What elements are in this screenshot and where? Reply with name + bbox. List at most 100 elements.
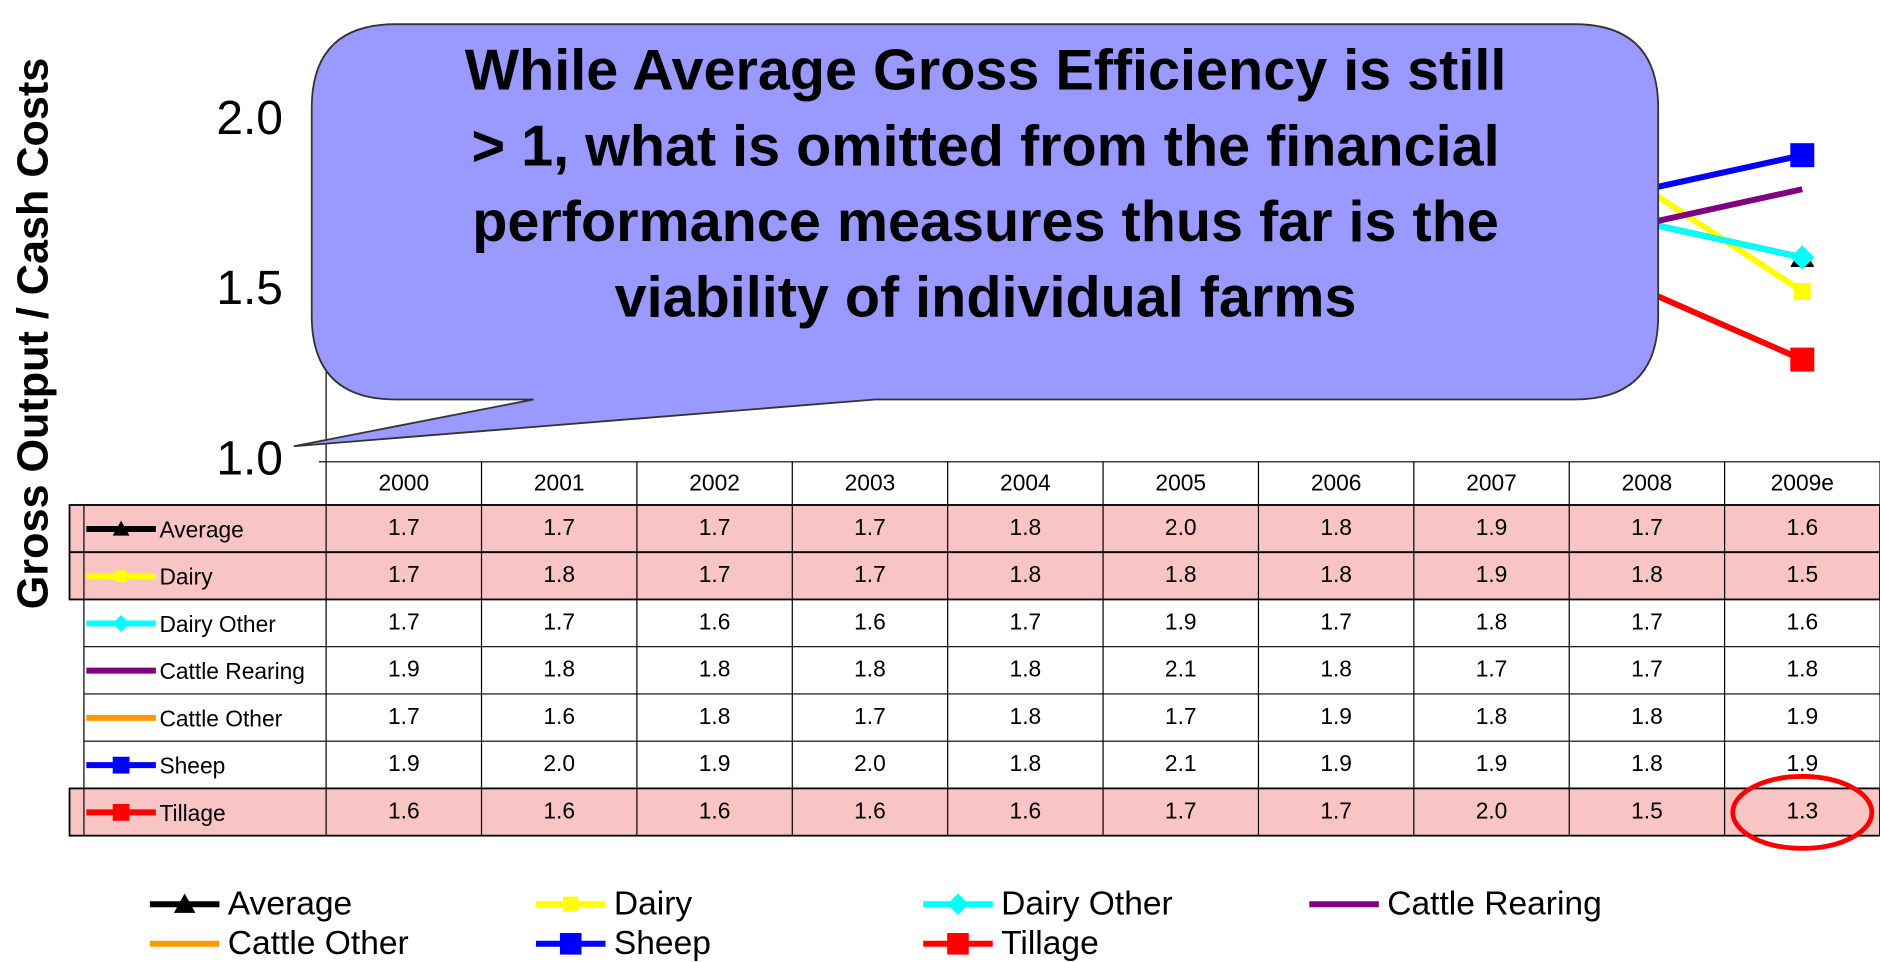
table-cell: 1.9 xyxy=(1476,514,1508,540)
table-cell: 1.8 xyxy=(854,656,886,682)
table-cell: 1.8 xyxy=(1320,656,1352,682)
table-cell: 1.7 xyxy=(1320,608,1352,634)
table-cell: 1.9 xyxy=(1476,561,1508,587)
table-cell: 2.0 xyxy=(854,750,886,776)
table-cell: 1.8 xyxy=(1786,656,1818,682)
marker xyxy=(173,893,196,913)
table-cell: 1.8 xyxy=(1631,561,1663,587)
marker xyxy=(112,804,130,821)
table-cell: 1.7 xyxy=(1476,656,1508,682)
table-cell: 1.7 xyxy=(1320,797,1352,823)
table-cell: 1.7 xyxy=(699,561,731,587)
highlight-circle xyxy=(1730,774,1875,851)
table-cell: 1.6 xyxy=(1010,797,1042,823)
table-cell: 1.9 xyxy=(1476,750,1508,776)
marker xyxy=(112,520,130,536)
table-cell: 1.6 xyxy=(699,797,731,823)
table-cell: 1.6 xyxy=(854,608,886,634)
row-label: Dairy Other xyxy=(159,611,276,637)
row-label: Dairy xyxy=(159,564,213,590)
callout-text: > 1, what is omitted from the financial xyxy=(472,114,1500,178)
marker xyxy=(1790,143,1815,168)
table-cell: 1.7 xyxy=(1631,514,1663,540)
callout-bubble xyxy=(293,23,1660,448)
table-cell: 1.7 xyxy=(854,514,886,540)
row-label: Sheep xyxy=(159,753,225,779)
x-tick-label: 2004 xyxy=(1000,470,1051,496)
row-label: Cattle Rearing xyxy=(159,658,305,684)
callout-text: While Average Gross Efficiency is still xyxy=(465,39,1507,103)
table-cell: 1.9 xyxy=(1320,750,1352,776)
marker xyxy=(559,933,582,955)
row-label: Tillage xyxy=(159,800,225,826)
legend-label: Average xyxy=(228,885,352,922)
x-tick-label: 2007 xyxy=(1466,470,1517,496)
row-label: Cattle Other xyxy=(159,705,282,731)
table-cell: 1.8 xyxy=(1631,703,1663,729)
table-cell: 1.8 xyxy=(543,656,575,682)
callout-text: viability of individual farms xyxy=(615,265,1357,329)
table-cell: 1.9 xyxy=(1320,703,1352,729)
table-cell: 1.5 xyxy=(1631,797,1663,823)
table-cell: 1.7 xyxy=(1165,797,1197,823)
table-cell: 1.7 xyxy=(854,561,886,587)
table-cell: 1.7 xyxy=(388,608,420,634)
row-highlight xyxy=(68,504,1880,554)
table-cell: 1.8 xyxy=(1010,750,1042,776)
table-cell: 1.8 xyxy=(1010,656,1042,682)
table-cell: 1.7 xyxy=(1631,608,1663,634)
table-cell: 1.6 xyxy=(543,797,575,823)
x-tick-label: 2006 xyxy=(1311,470,1362,496)
table-cell: 1.8 xyxy=(1165,561,1197,587)
x-tick-label: 2001 xyxy=(534,470,585,496)
table-cell: 1.9 xyxy=(1786,703,1818,729)
table-cell: 1.7 xyxy=(388,703,420,729)
marker xyxy=(947,933,969,955)
legend-label: Dairy Other xyxy=(1001,885,1173,922)
marker xyxy=(563,896,579,912)
table-cell: 2.1 xyxy=(1165,656,1197,682)
row-label: Average xyxy=(159,516,243,542)
table-cell: 1.7 xyxy=(1165,703,1197,729)
table-cell: 1.9 xyxy=(388,750,420,776)
table-cell: 2.0 xyxy=(543,750,575,776)
marker xyxy=(947,893,969,916)
marker xyxy=(112,615,130,632)
x-tick-label: 2003 xyxy=(845,470,896,496)
table-cell: 1.7 xyxy=(388,561,420,587)
legend-label: Tillage xyxy=(1001,925,1099,962)
table-cell: 1.7 xyxy=(1010,608,1042,634)
callout-text: performance measures thus far is the xyxy=(472,190,1499,254)
table-cell: 1.6 xyxy=(388,797,420,823)
table-cell: 1.7 xyxy=(543,514,575,540)
table-cell: 1.6 xyxy=(1786,608,1818,634)
table-cell: 1.7 xyxy=(699,514,731,540)
table-cell: 1.6 xyxy=(699,608,731,634)
x-tick-label: 2002 xyxy=(689,470,740,496)
legend-label: Sheep xyxy=(614,925,711,962)
marker xyxy=(1790,245,1815,270)
table-cell: 1.9 xyxy=(1165,608,1197,634)
table-cell: 1.5 xyxy=(1786,561,1818,587)
y-tick-label: 2.0 xyxy=(216,92,283,145)
table-cell: 1.6 xyxy=(854,797,886,823)
x-tick-label: 2009e xyxy=(1771,470,1834,496)
table-cell: 1.8 xyxy=(1010,514,1042,540)
table-cell: 1.7 xyxy=(543,608,575,634)
table-cell: 1.9 xyxy=(699,750,731,776)
marker xyxy=(1790,347,1815,372)
table-cell: 1.9 xyxy=(1786,750,1818,776)
row-highlight xyxy=(68,551,1880,601)
y-tick-label: 1.5 xyxy=(216,262,283,315)
x-tick-label: 2000 xyxy=(378,470,429,496)
table-cell: 1.7 xyxy=(1631,656,1663,682)
table-cell: 2.0 xyxy=(1476,797,1508,823)
table-cell: 1.3 xyxy=(1786,797,1818,823)
y-axis-label: Gross Output / Cash Costs xyxy=(9,58,57,610)
table-cell: 1.8 xyxy=(543,561,575,587)
x-tick-label: 2008 xyxy=(1622,470,1673,496)
legend-label: Dairy xyxy=(614,885,693,922)
table-cell: 1.6 xyxy=(543,703,575,729)
